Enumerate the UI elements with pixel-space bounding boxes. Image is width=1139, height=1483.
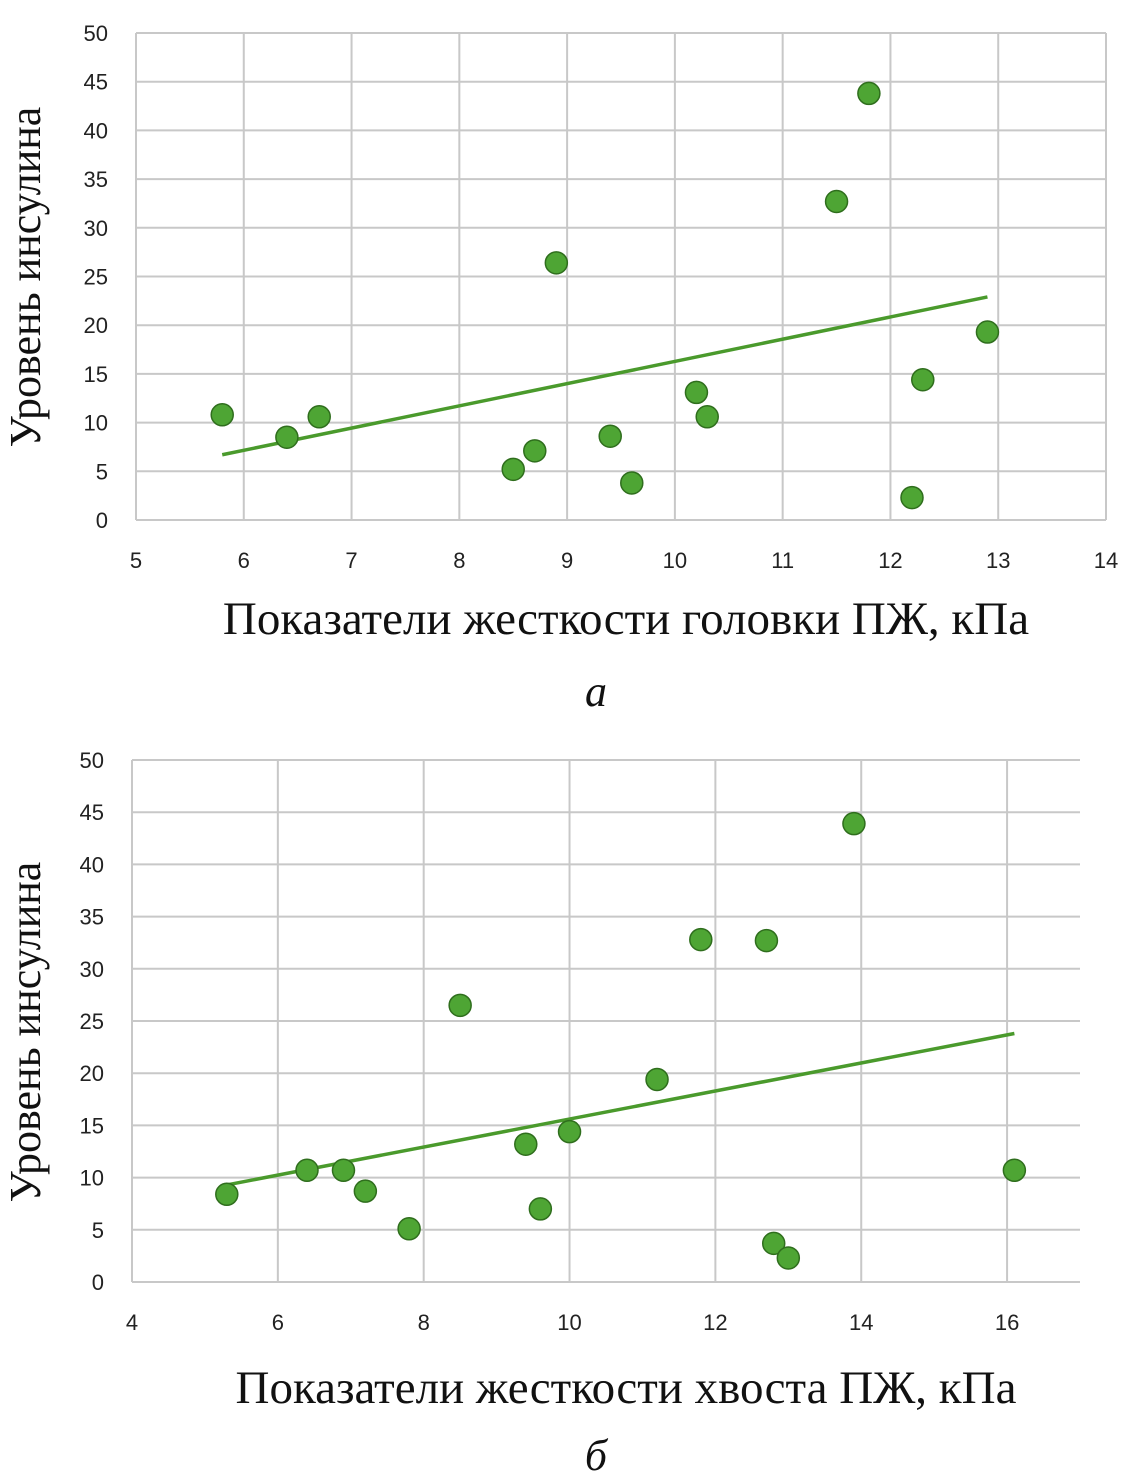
y-tick-label: 45 bbox=[80, 800, 104, 825]
trendline bbox=[226, 1031, 1015, 1187]
data-point bbox=[528, 1197, 553, 1221]
y-tick-label: 10 bbox=[84, 411, 108, 436]
y-tick-label: 0 bbox=[92, 1270, 104, 1295]
y-tick-label: 30 bbox=[80, 957, 104, 982]
x-tick-label: 10 bbox=[557, 1310, 581, 1335]
x-axis-title: Показатели жесткости головки ПЖ, кПа bbox=[223, 593, 1029, 645]
data-point bbox=[557, 1119, 582, 1144]
data-point bbox=[754, 928, 779, 953]
data-point bbox=[331, 1158, 356, 1183]
x-tick-label: 12 bbox=[703, 1310, 727, 1335]
data-point bbox=[215, 1182, 239, 1207]
data-point bbox=[501, 457, 525, 482]
y-tick-label: 0 bbox=[96, 508, 108, 533]
data-point bbox=[544, 251, 569, 275]
panel-label: б bbox=[585, 1431, 609, 1480]
y-tick-label: 30 bbox=[84, 216, 108, 241]
grid-lines bbox=[131, 759, 1080, 1283]
y-axis-title: Уровень инсулина bbox=[1, 107, 50, 448]
x-tick-label: 10 bbox=[663, 548, 687, 573]
data-point bbox=[684, 380, 709, 405]
y-axis-title: Уровень инсулина bbox=[1, 862, 50, 1203]
data-point bbox=[689, 927, 713, 952]
x-tick-label: 8 bbox=[453, 548, 465, 573]
y-tick-label: 15 bbox=[80, 1113, 104, 1138]
x-tick-label: 14 bbox=[849, 1310, 873, 1335]
y-tick-label: 40 bbox=[84, 118, 108, 143]
x-tick-label: 14 bbox=[1094, 548, 1118, 573]
data-point bbox=[824, 189, 849, 214]
data-point bbox=[307, 405, 331, 429]
data-point bbox=[275, 425, 299, 449]
y-tick-label: 20 bbox=[80, 1061, 104, 1086]
x-tick-label: 12 bbox=[878, 548, 902, 573]
data-points bbox=[215, 811, 1027, 1270]
data-point bbox=[975, 320, 1000, 344]
y-tick-label: 5 bbox=[96, 459, 108, 484]
chart-panel-b: 4 6 8 10 12 14 16 0 5 10 15 20 25 30 35 40 45 50 Уровень… bbox=[1, 748, 1080, 1480]
data-point bbox=[900, 485, 924, 510]
x-tick-label: 4 bbox=[126, 1310, 138, 1335]
y-tick-label: 20 bbox=[84, 313, 108, 338]
x-tick-label: 6 bbox=[238, 548, 250, 573]
x-tick-labels: 5 6 7 8 9 10 11 12 13 14 bbox=[130, 548, 1118, 573]
panel-label: a bbox=[585, 667, 607, 716]
grid-lines bbox=[135, 32, 1107, 521]
y-tick-label: 45 bbox=[84, 70, 108, 95]
data-point bbox=[1002, 1158, 1027, 1183]
data-point bbox=[645, 1067, 669, 1092]
x-tick-label: 11 bbox=[771, 548, 794, 573]
x-tick-label: 9 bbox=[561, 548, 573, 573]
data-point bbox=[210, 403, 234, 427]
x-tick-label: 6 bbox=[272, 1310, 284, 1335]
x-tick-label: 5 bbox=[130, 548, 142, 573]
data-point bbox=[514, 1132, 538, 1156]
data-point bbox=[911, 367, 935, 392]
y-tick-label: 10 bbox=[80, 1166, 104, 1191]
y-tick-labels: 0 5 10 15 20 25 30 35 40 45 50 bbox=[80, 748, 104, 1295]
trendline-group bbox=[226, 1031, 1015, 1187]
y-tick-labels: 0 5 10 15 20 25 30 35 40 45 50 bbox=[84, 21, 108, 533]
data-points bbox=[210, 81, 1000, 510]
x-tick-label: 8 bbox=[418, 1310, 430, 1335]
x-axis-title: Показатели жесткости хвоста ПЖ, кПа bbox=[236, 1362, 1017, 1414]
data-point bbox=[776, 1246, 801, 1270]
y-tick-label: 25 bbox=[84, 265, 108, 290]
data-point bbox=[598, 424, 622, 448]
y-tick-label: 15 bbox=[84, 362, 108, 387]
data-point bbox=[295, 1158, 319, 1183]
data-point bbox=[695, 405, 719, 429]
x-tick-labels: 4 6 8 10 12 14 16 bbox=[126, 1310, 1019, 1335]
trendline-group bbox=[221, 295, 988, 457]
trendline bbox=[221, 295, 988, 457]
y-tick-label: 50 bbox=[80, 748, 104, 773]
x-tick-label: 16 bbox=[995, 1310, 1019, 1335]
data-point bbox=[448, 993, 472, 1018]
y-tick-label: 40 bbox=[80, 852, 104, 877]
data-point bbox=[857, 81, 881, 106]
data-point bbox=[523, 439, 547, 463]
data-point bbox=[353, 1179, 378, 1203]
data-point bbox=[842, 811, 866, 836]
y-tick-label: 35 bbox=[80, 905, 104, 930]
y-tick-label: 25 bbox=[80, 1009, 104, 1034]
y-tick-label: 35 bbox=[84, 167, 108, 192]
data-point bbox=[761, 1231, 786, 1256]
y-tick-label: 5 bbox=[92, 1218, 104, 1243]
data-point bbox=[620, 471, 644, 495]
x-tick-label: 7 bbox=[345, 548, 357, 573]
x-tick-label: 13 bbox=[986, 548, 1010, 573]
y-tick-label: 50 bbox=[84, 21, 108, 46]
data-point bbox=[397, 1217, 421, 1241]
